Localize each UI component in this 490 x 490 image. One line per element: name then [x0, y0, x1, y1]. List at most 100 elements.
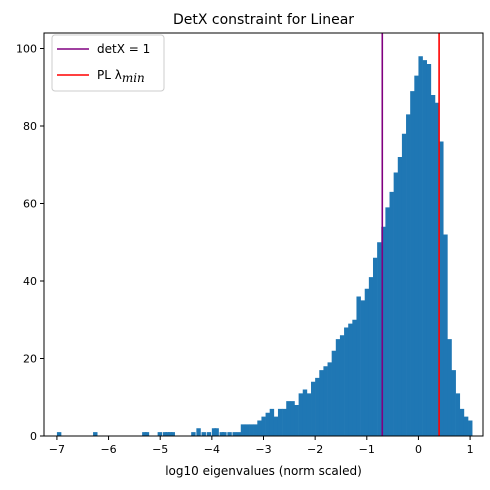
x-tick-label: −5 — [152, 443, 168, 456]
y-tick-label: 60 — [23, 198, 37, 211]
histogram-bar — [167, 432, 173, 436]
histogram-bar — [447, 339, 452, 436]
x-tick-label: −2 — [307, 443, 323, 456]
histogram-bar — [191, 432, 196, 436]
histogram-bar — [282, 408, 287, 436]
histogram-bar — [385, 207, 390, 436]
histogram-bar — [315, 377, 320, 436]
histogram-bar — [397, 157, 403, 436]
histogram-bar — [451, 370, 456, 436]
histogram-bar — [162, 432, 168, 436]
histogram-bar — [468, 420, 473, 436]
histogram-bar — [56, 432, 62, 436]
x-axis-title: log10 eigenvalues (norm scaled) — [165, 464, 362, 478]
x-tick-label: −1 — [359, 443, 375, 456]
x-tick-label: −3 — [255, 443, 271, 456]
histogram-bar — [352, 319, 357, 436]
histogram-bar — [339, 335, 345, 436]
histogram-bar — [439, 141, 444, 436]
histogram-bar — [364, 288, 370, 436]
histogram-bar — [311, 381, 316, 436]
histogram-bar — [211, 428, 217, 436]
y-tick-label: 80 — [23, 120, 37, 133]
x-tick-label: −7 — [49, 443, 65, 456]
histogram-bar — [236, 432, 242, 436]
histogram-bar — [277, 408, 283, 436]
histogram-bar — [290, 401, 295, 436]
histogram-bar — [455, 393, 461, 436]
histogram-bar — [201, 432, 206, 436]
histogram-bar — [265, 412, 270, 436]
histogram-bar — [298, 393, 304, 436]
histogram-bar — [196, 428, 201, 436]
histogram-bar — [170, 432, 175, 436]
histogram-bar — [381, 226, 386, 436]
histogram-bar — [331, 350, 337, 436]
histogram-bar — [214, 428, 219, 436]
histogram-bar — [165, 432, 170, 436]
histogram-bar — [269, 408, 275, 436]
histogram-bar — [406, 114, 411, 436]
histogram-bar — [306, 393, 312, 436]
histogram-bar — [227, 432, 232, 436]
x-tick-label: −6 — [100, 443, 116, 456]
histogram-bar — [144, 432, 150, 436]
histogram-bar — [302, 389, 308, 436]
x-tick-label: 1 — [467, 443, 474, 456]
histogram-bar — [360, 300, 366, 436]
legend-label-detx: detX = 1 — [97, 42, 150, 56]
histogram-bar — [344, 327, 349, 436]
histogram-bar — [356, 296, 361, 436]
legend: detX = 1 PL λmin — [51, 34, 165, 92]
reference-lines — [381, 33, 440, 436]
chart-title: DetX constraint for Linear — [173, 12, 354, 28]
histogram-bar — [434, 102, 440, 436]
histogram-bar — [389, 191, 394, 436]
histogram-bar — [157, 432, 163, 436]
legend-label-pl-lambda-subscript: min — [122, 71, 145, 85]
y-tick-label: 40 — [23, 275, 37, 288]
legend-label-pl-lambda-main: PL λ — [97, 68, 122, 82]
histogram-bar — [463, 416, 469, 436]
histogram-bar — [319, 370, 324, 436]
histogram-bar — [249, 424, 254, 436]
histogram-bar — [393, 172, 399, 436]
x-tick-label: 0 — [415, 443, 422, 456]
histogram-bars — [56, 56, 473, 436]
histogram-bar — [426, 64, 432, 436]
histogram-bar — [206, 432, 212, 436]
histogram-bar — [410, 91, 415, 436]
y-axis: 0 20 40 60 80 100 — [16, 43, 44, 443]
histogram-bar — [327, 362, 332, 436]
histogram-bar — [459, 408, 465, 436]
histogram-bar — [430, 95, 436, 436]
histogram-bar — [240, 424, 246, 436]
x-tick-label: −4 — [204, 443, 220, 456]
histogram-bar — [443, 234, 448, 436]
histogram-bar — [261, 416, 266, 436]
histogram-bar — [323, 366, 328, 436]
histogram-bar — [422, 60, 428, 436]
histogram-bar — [257, 420, 262, 436]
histogram-bar — [93, 432, 98, 436]
y-tick-label: 20 — [23, 353, 37, 366]
histogram-bar — [377, 242, 382, 436]
histogram-bar — [335, 339, 341, 436]
histogram-bar — [232, 432, 237, 436]
histogram-bar — [273, 416, 279, 436]
histogram-bar — [294, 405, 299, 436]
histogram-bar — [418, 56, 423, 436]
histogram-bar — [142, 432, 147, 436]
y-tick-label: 100 — [16, 43, 37, 56]
histogram-bar — [372, 257, 378, 436]
histogram-bar — [219, 432, 225, 436]
histogram-bar — [244, 424, 250, 436]
legend-label-pl-lambda: PL λmin — [97, 68, 145, 85]
histogram-bar — [401, 133, 407, 436]
histogram-bar — [222, 432, 227, 436]
histogram-bar — [414, 75, 419, 436]
x-axis: −7 −6 −5 −4 −3 −2 −1 0 1 — [49, 436, 474, 456]
y-tick-label: 0 — [30, 430, 37, 443]
histogram-bar — [286, 401, 291, 436]
